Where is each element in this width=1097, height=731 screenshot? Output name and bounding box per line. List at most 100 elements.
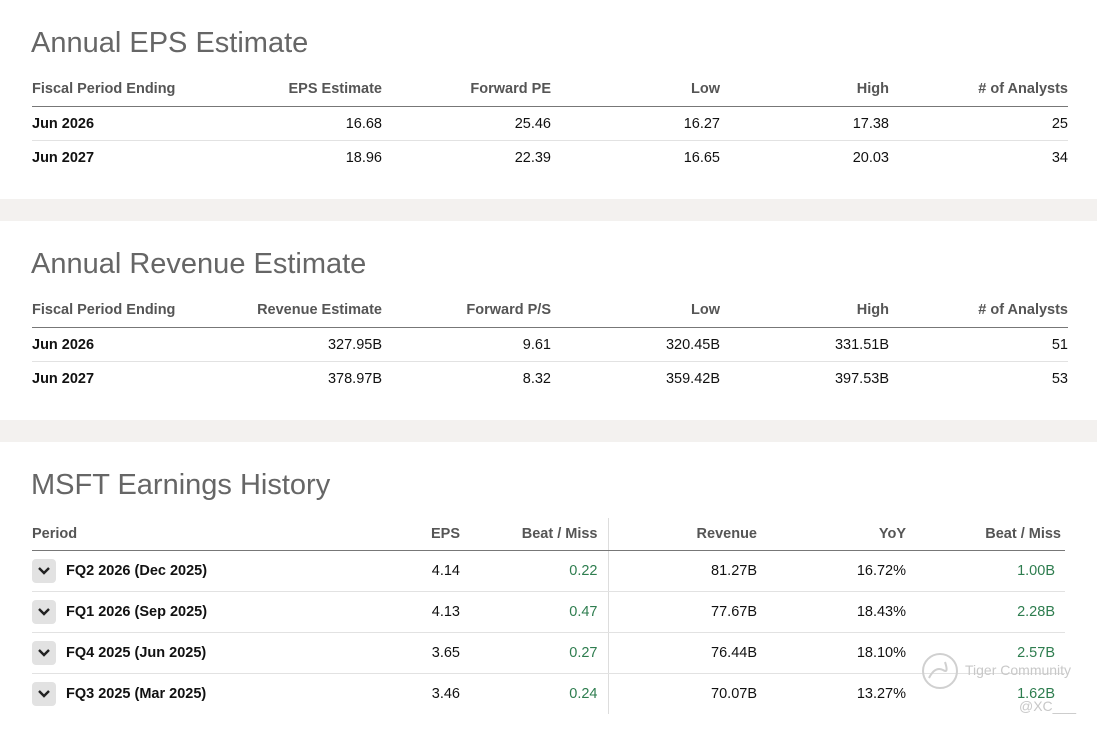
- revenue-estimate-table: Fiscal Period Ending Revenue Estimate Fo…: [32, 293, 1068, 395]
- chevron-down-icon: [38, 649, 50, 657]
- low: 16.65: [683, 149, 720, 166]
- eps: 3.46: [431, 686, 460, 702]
- col-fiscal-period: Fiscal Period Ending: [32, 293, 212, 328]
- analysts: 34: [1051, 149, 1068, 166]
- revenue-estimate-panel: Annual Revenue Estimate Fiscal Period En…: [0, 221, 1097, 420]
- table-row: Jun 2027 18.96 22.39 16.65 20.03 34: [32, 141, 1068, 175]
- col-fiscal-period: Fiscal Period Ending: [32, 72, 212, 107]
- low: 320.45B: [551, 327, 720, 362]
- fiscal-period: Jun 2027: [32, 149, 95, 166]
- eps-beat-miss: 0.27: [460, 632, 608, 674]
- expand-row-button[interactable]: [32, 600, 56, 624]
- col-revenue-beat-miss: Beat / Miss: [906, 518, 1065, 551]
- period-label: FQ3 2025 (Mar 2025): [66, 685, 207, 702]
- eps-estimate: 18.96: [345, 149, 382, 166]
- high: 397.53B: [834, 370, 889, 387]
- eps-beat-miss: 0.47: [460, 591, 608, 633]
- col-eps-estimate: EPS Estimate: [212, 72, 382, 107]
- col-analysts: # of Analysts: [889, 293, 1068, 328]
- eps-estimate-table: Fiscal Period Ending EPS Estimate Forwar…: [32, 72, 1068, 174]
- col-eps: EPS: [322, 518, 460, 551]
- revenue: 76.44B: [607, 632, 757, 674]
- eps: 3.65: [322, 632, 460, 674]
- col-yoy: YoY: [757, 518, 906, 551]
- section-separator: [0, 420, 1097, 442]
- eps: 4.14: [322, 550, 460, 592]
- fiscal-period: Jun 2027: [32, 370, 95, 387]
- col-high: High: [720, 293, 889, 328]
- chevron-down-icon: [38, 608, 50, 616]
- analysts: 51: [889, 327, 1068, 362]
- forward-ps: 9.61: [382, 327, 551, 362]
- earnings-history-table: Period EPS Beat / Miss Revenue YoY Beat …: [32, 518, 1065, 714]
- table-row: FQ4 2025 (Jun 2025) 3.65 0.27 76.44B 18.10% 2…: [32, 632, 1065, 674]
- forward-pe: 22.39: [514, 149, 551, 166]
- revenue: 81.27B: [607, 550, 757, 592]
- period-label: FQ4 2025 (Jun 2025): [66, 644, 207, 661]
- col-eps-beat-miss: Beat / Miss: [460, 518, 608, 551]
- table-row: Jun 2026 327.95B 9.61 320.45B 331.51B 51: [32, 327, 1068, 362]
- eps-estimate-title: Annual EPS Estimate: [31, 27, 309, 59]
- revenue-beat-miss: 1.62B: [1017, 686, 1055, 702]
- revenue-beat-miss: 2.57B: [906, 632, 1065, 674]
- period: FQ4 2025 (Jun 2025): [32, 632, 322, 674]
- expand-row-button[interactable]: [32, 559, 56, 583]
- section-separator: [0, 199, 1097, 221]
- eps-estimate-panel: Annual EPS Estimate Fiscal Period Ending…: [0, 0, 1097, 199]
- revenue-estimate: 327.95B: [212, 327, 382, 362]
- analysts: 25: [889, 106, 1068, 141]
- low: 16.27: [551, 106, 720, 141]
- high: 20.03: [852, 149, 889, 166]
- table-row: FQ3 2025 (Mar 2025) 3.46 0.24 70.07B 13.27% 1…: [32, 673, 1065, 715]
- col-analysts: # of Analysts: [889, 72, 1068, 107]
- yoy: 18.43%: [757, 591, 906, 633]
- forward-pe: 25.46: [382, 106, 551, 141]
- earnings-history-title: MSFT Earnings History: [31, 469, 331, 501]
- revenue-beat-miss: 1.00B: [906, 550, 1065, 592]
- tiger-logo-icon: [922, 653, 958, 689]
- forward-ps: 8.32: [522, 370, 551, 387]
- high: 331.51B: [720, 327, 889, 362]
- yoy: 18.10%: [757, 632, 906, 674]
- revenue-estimate: 378.97B: [327, 370, 382, 387]
- revenue: 70.07B: [607, 673, 757, 714]
- col-low: Low: [551, 72, 720, 107]
- earnings-history-panel: MSFT Earnings History Period EPS Beat / …: [0, 442, 1097, 731]
- fiscal-period: Jun 2026: [32, 106, 212, 141]
- table-row: Jun 2027 378.97B 8.32 359.42B 397.53B 53: [32, 362, 1068, 396]
- period: FQ2 2026 (Dec 2025): [32, 550, 322, 592]
- chevron-down-icon: [38, 567, 50, 575]
- period: FQ3 2025 (Mar 2025): [32, 674, 322, 715]
- col-period: Period: [32, 518, 322, 551]
- fiscal-period: Jun 2026: [32, 327, 212, 362]
- analysts: 53: [1051, 370, 1068, 387]
- table-row: FQ1 2026 (Sep 2025) 4.13 0.47 77.67B 18.43% 2…: [32, 591, 1065, 633]
- revenue-beat-miss: 2.28B: [906, 591, 1065, 633]
- chevron-down-icon: [38, 690, 50, 698]
- col-revenue: Revenue: [607, 518, 757, 551]
- high: 17.38: [720, 106, 889, 141]
- eps: 4.13: [322, 591, 460, 633]
- eps-beat-miss: 0.22: [460, 550, 608, 592]
- period-label: FQ1 2026 (Sep 2025): [66, 603, 208, 620]
- col-revenue-estimate: Revenue Estimate: [212, 293, 382, 328]
- watermark-user: @XC___: [1019, 698, 1077, 714]
- yoy: 13.27%: [856, 686, 906, 702]
- low: 359.42B: [665, 370, 720, 387]
- expand-row-button[interactable]: [32, 641, 56, 665]
- col-low: Low: [551, 293, 720, 328]
- table-row: Jun 2026 16.68 25.46 16.27 17.38 25: [32, 106, 1068, 141]
- col-high: High: [720, 72, 889, 107]
- tiger-community-watermark: Tiger Community @XC___: [921, 652, 1076, 714]
- col-forward-pe: Forward PE: [382, 72, 551, 107]
- period: FQ1 2026 (Sep 2025): [32, 591, 322, 633]
- revenue-estimate-title: Annual Revenue Estimate: [31, 248, 367, 280]
- revenue: 77.67B: [607, 591, 757, 633]
- watermark-brand: Tiger Community: [965, 662, 1072, 678]
- expand-row-button[interactable]: [32, 682, 56, 706]
- period-label: FQ2 2026 (Dec 2025): [66, 562, 208, 579]
- table-row: FQ2 2026 (Dec 2025) 4.14 0.22 81.27B 16.72% 1…: [32, 550, 1065, 592]
- eps-beat-miss: 0.24: [569, 686, 598, 702]
- yoy: 16.72%: [757, 550, 906, 592]
- eps-estimate: 16.68: [212, 106, 382, 141]
